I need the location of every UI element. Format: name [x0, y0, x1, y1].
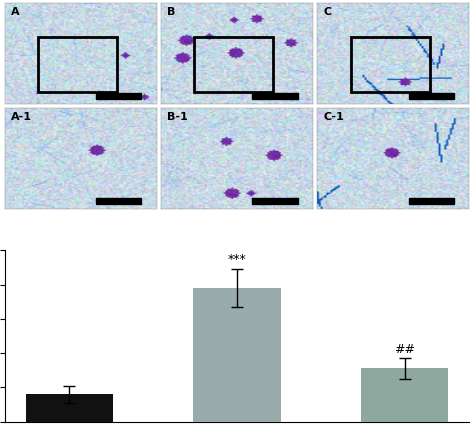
Text: ##: ##: [394, 343, 415, 355]
Text: 75: 75: [115, 97, 122, 102]
Bar: [409, 199, 454, 204]
Bar: [252, 94, 298, 100]
Bar: [252, 199, 298, 204]
Text: B-1: B-1: [167, 112, 188, 122]
Text: 75: 75: [272, 97, 278, 102]
Text: 75: 75: [428, 201, 435, 206]
Bar: [361, 368, 448, 422]
Bar: [96, 94, 141, 100]
Text: 75: 75: [115, 201, 122, 206]
Text: 75: 75: [272, 201, 278, 206]
Text: A: A: [11, 7, 19, 17]
Bar: [193, 288, 281, 422]
Text: ***: ***: [228, 253, 246, 266]
Text: 75: 75: [428, 97, 435, 102]
Text: A-1: A-1: [11, 112, 32, 122]
Text: C-1: C-1: [324, 112, 344, 122]
Bar: [409, 94, 454, 100]
Text: C: C: [324, 7, 332, 17]
Text: B: B: [167, 7, 175, 17]
Bar: [26, 394, 113, 422]
Bar: [96, 199, 141, 204]
